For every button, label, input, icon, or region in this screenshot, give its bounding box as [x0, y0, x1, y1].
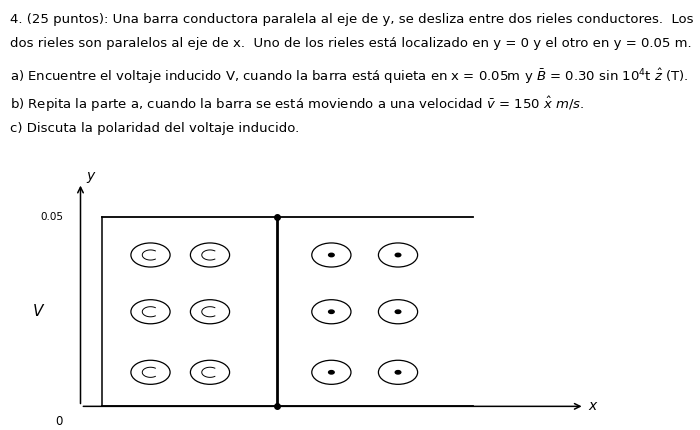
Text: dos rieles son paralelos al eje de x.  Uno de los rieles está localizado en y = : dos rieles son paralelos al eje de x. Un…: [10, 37, 692, 49]
Text: b) Repita la parte a, cuando la barra se está moviendo a una velocidad $\bar{v}$: b) Repita la parte a, cuando la barra se…: [10, 95, 585, 114]
Text: 4. (25 puntos): Una barra conductora paralela al eje de y, se desliza entre dos : 4. (25 puntos): Una barra conductora par…: [10, 13, 694, 26]
Text: 0.05: 0.05: [40, 212, 63, 222]
Text: x: x: [588, 399, 596, 413]
Circle shape: [328, 371, 334, 374]
Circle shape: [328, 310, 334, 313]
Circle shape: [395, 310, 401, 313]
Text: y: y: [86, 169, 94, 183]
Circle shape: [328, 253, 334, 257]
Text: a) Encuentre el voltaje inducido V, cuando la barra está quieta en x = 0.05m y $: a) Encuentre el voltaje inducido V, cuan…: [10, 68, 689, 86]
Text: c) Discuta la polaridad del voltaje inducido.: c) Discuta la polaridad del voltaje indu…: [10, 122, 300, 135]
Circle shape: [395, 371, 401, 374]
Text: 0: 0: [55, 415, 63, 428]
Text: V: V: [34, 304, 43, 319]
Circle shape: [395, 253, 401, 257]
